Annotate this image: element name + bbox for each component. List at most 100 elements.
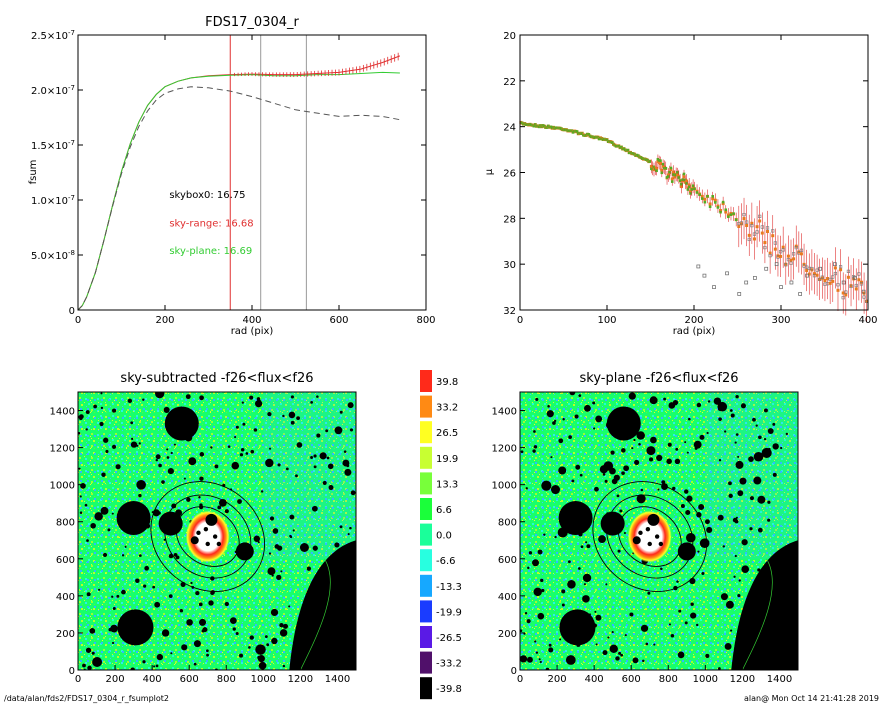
mask-blob bbox=[80, 483, 86, 489]
mask-blob bbox=[667, 442, 672, 447]
mask-blob bbox=[267, 412, 272, 417]
sky-subtracted-title: sky-subtracted -f26<flux<f26 bbox=[120, 371, 313, 386]
mask-blob bbox=[629, 612, 634, 617]
mu-point-sky-plane bbox=[698, 193, 701, 197]
mask-blob bbox=[85, 428, 88, 431]
mask-blob bbox=[186, 497, 191, 502]
mu-point-sky-plane bbox=[789, 261, 793, 265]
mask-blob bbox=[550, 456, 553, 459]
mu-point-sky-range bbox=[836, 288, 840, 292]
mu-point-sky-plane bbox=[820, 275, 824, 279]
image-x-tick-label: 400 bbox=[585, 674, 604, 685]
mask-blob bbox=[100, 406, 104, 410]
sky-plane-panel: sky-plane -f26<flux<f26 0 200 400 600 800 100… bbox=[492, 371, 799, 685]
mu-point-skybox0 bbox=[737, 292, 742, 296]
mask-blob bbox=[90, 522, 96, 529]
mask-blob bbox=[598, 535, 606, 544]
mask-blob bbox=[155, 458, 158, 462]
mu-point-sky-plane bbox=[617, 144, 621, 148]
mask-blob bbox=[99, 421, 104, 427]
mask-blob bbox=[636, 494, 646, 504]
mu-point-sky-plane bbox=[648, 160, 652, 163]
image-content bbox=[78, 392, 356, 670]
mask-blob bbox=[130, 421, 134, 425]
mask-blob bbox=[121, 589, 126, 595]
mask-blob bbox=[316, 395, 319, 398]
mu-point-sky-range bbox=[673, 175, 677, 179]
colorbar-label-2: 26.5 bbox=[436, 428, 458, 439]
mu-point-sky-plane bbox=[626, 148, 630, 152]
mask-blob bbox=[623, 465, 630, 472]
mu-point-skybox0 bbox=[853, 276, 857, 280]
mu-point-sky-range bbox=[660, 168, 664, 172]
mask-blob bbox=[115, 464, 121, 470]
mask-blob bbox=[265, 458, 274, 468]
mask-blob bbox=[310, 456, 314, 459]
mask-blob bbox=[101, 472, 106, 477]
mask-blob bbox=[347, 533, 350, 536]
mask-blob bbox=[685, 532, 696, 543]
mask-blob bbox=[720, 593, 728, 601]
image-y-tick-label: 0 bbox=[69, 666, 75, 677]
fsum-y-tick-label: 5.0×10-8 bbox=[31, 249, 75, 262]
mu-point-sky-plane bbox=[760, 225, 764, 229]
mu-point-sky-range bbox=[689, 190, 693, 194]
mask-blob bbox=[306, 566, 312, 571]
mu-point-sky-range bbox=[711, 197, 715, 201]
mu-point-sky-plane bbox=[752, 232, 757, 236]
mask-blob bbox=[543, 533, 546, 536]
mask-blob bbox=[210, 446, 213, 449]
fsum-annotation-0: skybox0: 16.75 bbox=[169, 190, 245, 201]
mu-axes: 0 100 200 300 400 20 22 24 26 28 30 32 bbox=[503, 31, 877, 326]
masked-core-source-2 bbox=[205, 541, 210, 547]
mu-point-skybox0 bbox=[774, 262, 779, 267]
mask-blob bbox=[268, 552, 272, 555]
mask-blob bbox=[270, 608, 279, 617]
mask-blob bbox=[656, 454, 663, 462]
mu-point-sky-range bbox=[779, 254, 783, 258]
mask-blob bbox=[240, 447, 245, 452]
mask-blob bbox=[87, 665, 92, 670]
mu-plot-area bbox=[519, 120, 869, 322]
mask-blob bbox=[161, 629, 170, 637]
mask-blob bbox=[619, 509, 623, 513]
mu-point-sky-range bbox=[784, 262, 788, 266]
mask-blob bbox=[144, 565, 150, 571]
mu-point-sky-range bbox=[763, 241, 767, 245]
mu-point-sky-plane bbox=[794, 246, 798, 250]
mask-blob bbox=[199, 452, 205, 457]
image-y-tick-label: 1000 bbox=[492, 481, 517, 492]
fsum-plot-area: skybox0: 16.75 sky-range: 16.68 sky-plane:… bbox=[77, 35, 401, 311]
mu-y-tick-label: 26 bbox=[503, 169, 516, 180]
mask-blob bbox=[526, 656, 533, 663]
mu-point-sky-plane bbox=[734, 218, 738, 222]
mask-blob bbox=[602, 650, 608, 656]
mu-point-sky-range bbox=[752, 237, 756, 241]
mask-blob bbox=[584, 404, 591, 412]
mask-blob bbox=[250, 449, 255, 454]
mask-blob bbox=[103, 437, 109, 443]
sky-plane-image bbox=[519, 391, 799, 671]
mask-blob bbox=[269, 516, 275, 521]
mask-blob bbox=[334, 542, 340, 548]
mask-blob bbox=[167, 468, 174, 475]
mu-point-sky-plane bbox=[838, 265, 843, 269]
mu-point-sky-range bbox=[818, 277, 822, 281]
mask-blob bbox=[725, 600, 734, 609]
mu-point-sky-plane bbox=[739, 221, 744, 225]
masked-region-contour bbox=[300, 558, 331, 670]
mask-blob bbox=[595, 643, 598, 646]
mask-blob bbox=[579, 473, 583, 477]
mask-blob bbox=[202, 627, 208, 633]
image-y-tick-label: 200 bbox=[56, 629, 75, 640]
mask-blob bbox=[541, 480, 552, 491]
mu-point-sky-plane bbox=[732, 212, 735, 215]
mask-blob bbox=[153, 665, 156, 668]
colorbar-swatch-9 bbox=[420, 600, 432, 623]
mask-blob bbox=[611, 631, 614, 634]
mask-blob bbox=[780, 446, 783, 450]
mu-point-sky-plane bbox=[691, 184, 695, 188]
mask-blob bbox=[732, 517, 738, 523]
mask-blob bbox=[267, 567, 276, 576]
colorbar-swatch-10 bbox=[420, 626, 432, 648]
